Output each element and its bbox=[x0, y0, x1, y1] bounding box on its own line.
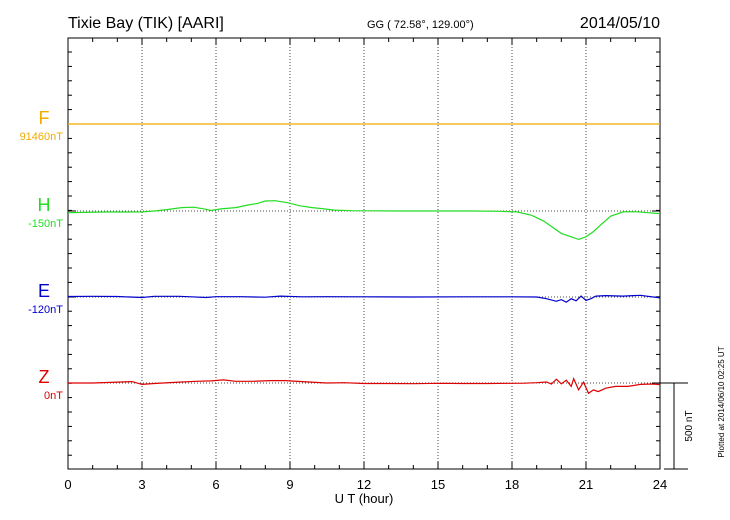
scale-bar-label: 500 nT bbox=[684, 410, 695, 441]
grid-lines bbox=[141, 38, 587, 469]
series-baseline-f: 91460nT bbox=[20, 131, 64, 143]
series-lines bbox=[67, 123, 661, 395]
axis-ticks bbox=[67, 38, 661, 469]
x-tick-label: 9 bbox=[286, 477, 293, 492]
series-name-f: F bbox=[39, 108, 50, 128]
series-line-e bbox=[67, 294, 661, 303]
x-tick-label: 18 bbox=[505, 477, 519, 492]
x-tick-label: 6 bbox=[212, 477, 219, 492]
plotted-timestamp: Plotted at 2014/06/10 02:25 UT bbox=[717, 346, 726, 457]
series-name-e: E bbox=[38, 281, 50, 301]
x-tick-label: 3 bbox=[138, 477, 145, 492]
x-tick-label: 24 bbox=[653, 477, 667, 492]
station-title: Tixie Bay (TIK) [AARI] bbox=[68, 15, 224, 32]
x-axis-label: U T (hour) bbox=[335, 491, 394, 506]
coords-label: GG ( 72.58°, 129.00°) bbox=[367, 19, 474, 31]
series-baseline-h: -150nT bbox=[28, 218, 63, 230]
series-baseline-e: -120nT bbox=[28, 304, 63, 316]
x-tick-label: 21 bbox=[579, 477, 593, 492]
x-tick-label: 0 bbox=[64, 477, 71, 492]
x-tick-labels: 0 3 6 9 12 15 18 21 24 bbox=[64, 477, 667, 492]
series-labels: F 91460nT H -150nT E -120nT Z 0nT bbox=[20, 108, 64, 402]
x-tick-label: 12 bbox=[357, 477, 371, 492]
series-line-z bbox=[68, 377, 661, 395]
date-label: 2014/05/10 bbox=[580, 15, 660, 32]
x-tick-label: 15 bbox=[431, 477, 445, 492]
series-baseline-z: 0nT bbox=[44, 390, 63, 402]
series-name-h: H bbox=[38, 195, 51, 215]
series-line-h bbox=[67, 200, 661, 241]
series-name-z: Z bbox=[39, 367, 50, 387]
scale-bar: 500 nT bbox=[652, 382, 695, 470]
